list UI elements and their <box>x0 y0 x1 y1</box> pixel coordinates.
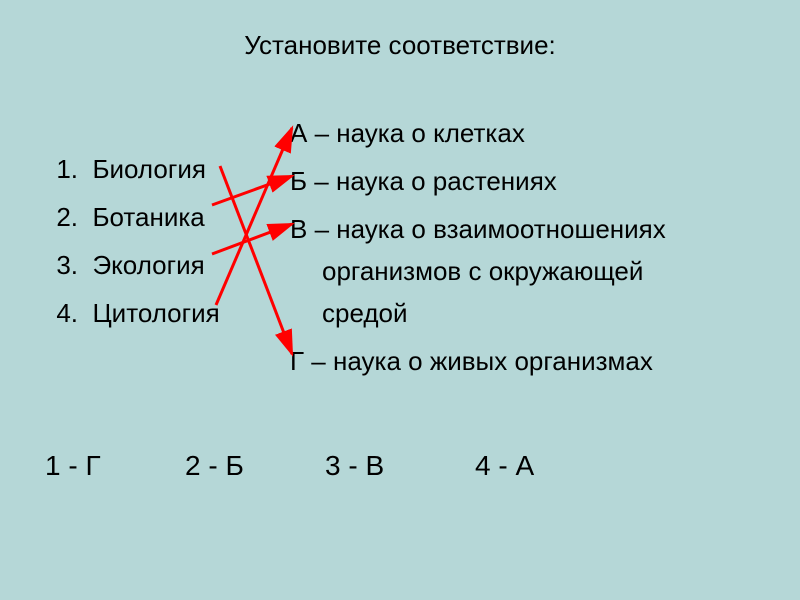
arrow-line <box>212 224 292 254</box>
left-item-number: 4. <box>50 298 78 329</box>
left-item: 1. Биология <box>50 154 206 185</box>
page-title: Установите соответствие: <box>0 30 800 61</box>
right-item: Г – наука о живых организмах <box>290 346 653 377</box>
left-item-number: 1. <box>50 154 78 185</box>
right-item: А – наука о клетках <box>290 118 525 149</box>
right-item: средой <box>322 298 408 329</box>
answer-pair: 3 - В <box>325 450 384 482</box>
left-item: 3. Экология <box>50 250 205 281</box>
left-item-label: Экология <box>78 250 205 280</box>
left-item: 2. Ботаника <box>50 202 205 233</box>
right-item: В – наука о взаимоотношениях <box>290 214 666 245</box>
arrow-line <box>216 128 292 305</box>
right-item: организмов с окружающей <box>322 256 643 287</box>
answer-pair: 2 - Б <box>185 450 244 482</box>
left-item-label: Ботаника <box>78 202 205 232</box>
answer-pair: 1 - Г <box>45 450 101 482</box>
right-item: Б – наука о растениях <box>290 166 557 197</box>
left-item-label: Цитология <box>78 298 220 328</box>
left-item-number: 2. <box>50 202 78 233</box>
arrow-line <box>220 166 292 354</box>
left-item: 4. Цитология <box>50 298 220 329</box>
left-item-number: 3. <box>50 250 78 281</box>
answer-pair: 4 - А <box>475 450 534 482</box>
left-item-label: Биология <box>78 154 206 184</box>
arrow-line <box>212 176 292 205</box>
